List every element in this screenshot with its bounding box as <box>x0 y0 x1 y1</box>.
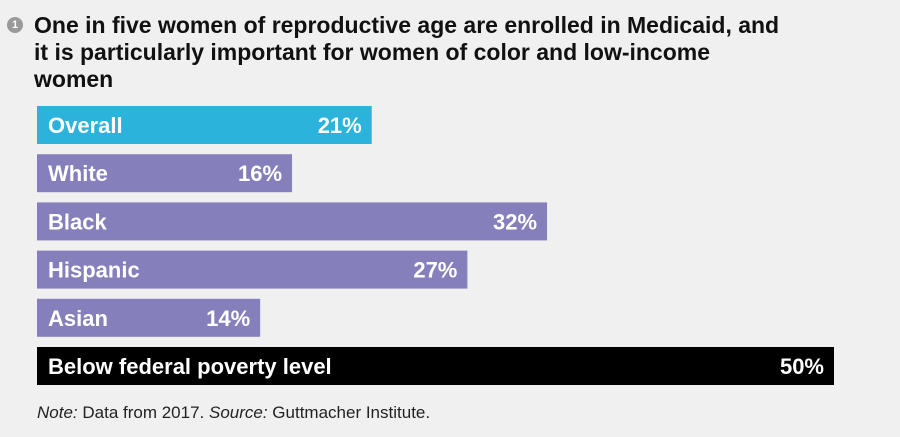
value-label-asian: 14% <box>206 306 250 331</box>
bar-overall <box>37 106 372 144</box>
value-label-white: 16% <box>238 161 282 186</box>
category-label-black: Black <box>48 209 107 234</box>
value-label-hispanic: 27% <box>413 258 457 283</box>
bar-below-federal-poverty-level <box>37 347 834 385</box>
bar-hispanic <box>37 250 468 289</box>
chart-title: One in five women of reproductive age ar… <box>34 12 780 92</box>
bar-black <box>37 202 548 241</box>
bar-asian <box>37 298 261 337</box>
category-label-asian: Asian <box>48 306 108 331</box>
category-label-hispanic: Hispanic <box>48 258 140 283</box>
value-label-below-federal-poverty-level: 50% <box>780 354 824 379</box>
note-label: Note: <box>37 403 78 422</box>
category-label-white: White <box>48 161 108 186</box>
figure-number-badge: 1 <box>7 17 23 33</box>
chart-note: Note: Data from 2017. Source: Guttmacher… <box>37 403 430 423</box>
source-label: Source: <box>208 403 268 422</box>
value-label-black: 32% <box>493 209 537 234</box>
note-text: Data from 2017. <box>77 403 209 422</box>
category-label-below-federal-poverty-level: Below federal poverty level <box>48 354 332 379</box>
category-label-overall: Overall <box>48 113 123 138</box>
bar-white <box>37 154 293 193</box>
value-label-overall: 21% <box>318 113 362 138</box>
source-text: Guttmacher Institute. <box>267 403 431 422</box>
